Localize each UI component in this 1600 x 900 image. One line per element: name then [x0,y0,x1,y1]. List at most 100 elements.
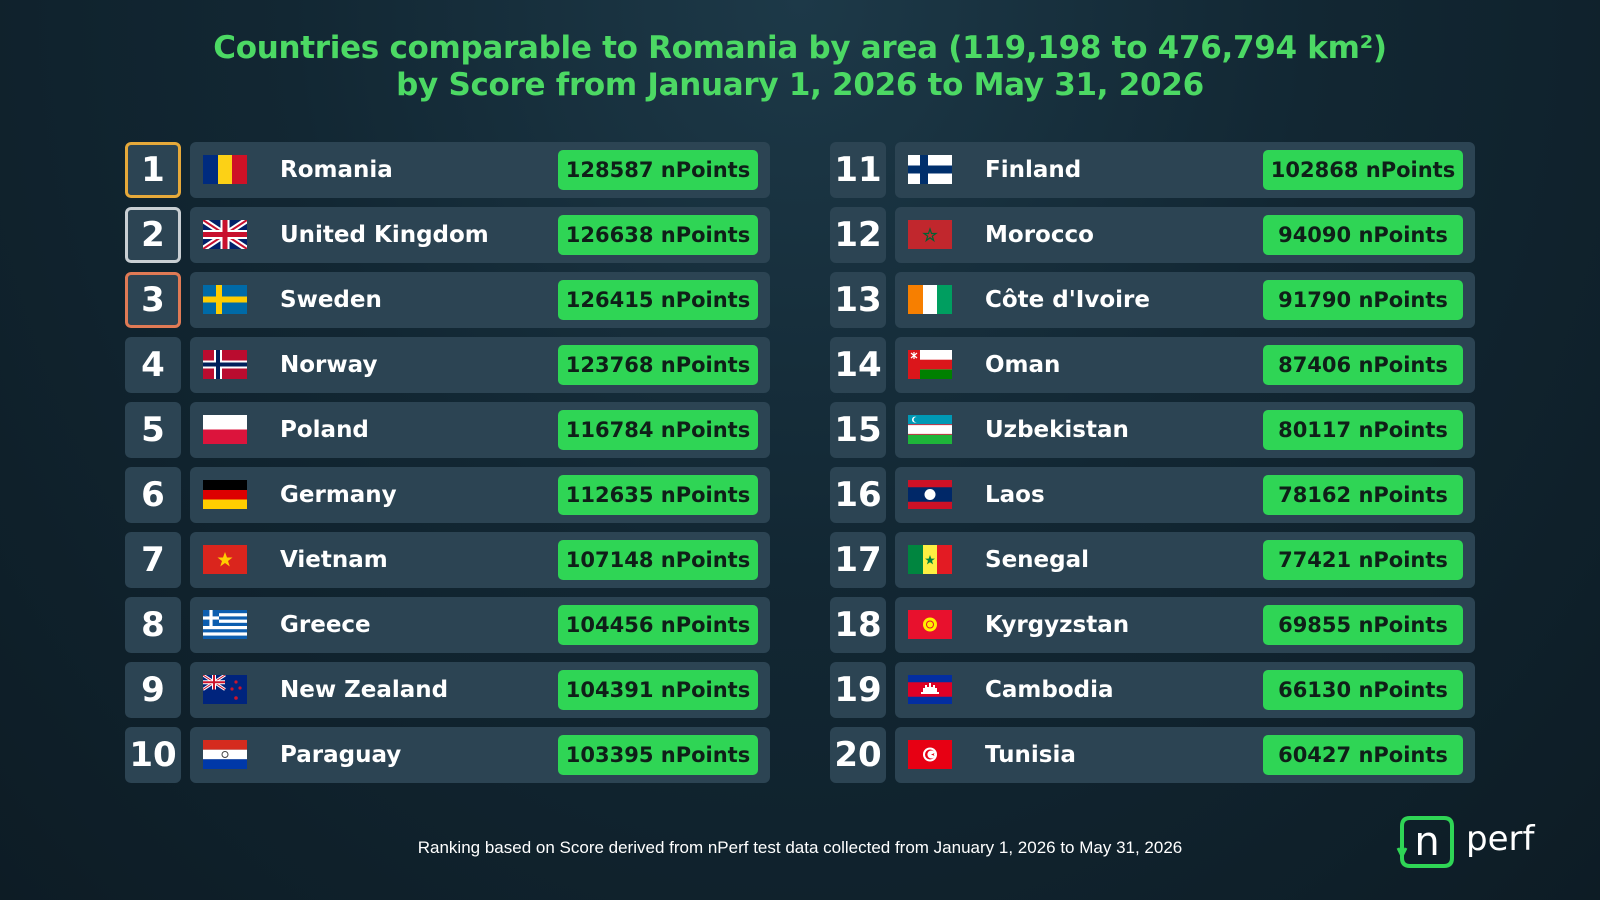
cote-divoire-flag [908,285,952,314]
rank-badge: 12 [830,207,886,263]
country-name: Côte d'Ivoire [985,287,1150,313]
score-label: 126638 nPoints [558,215,758,255]
row-bar: Tunisia 60427 nPoints [895,727,1475,783]
score-label: 66130 nPoints [1263,670,1463,710]
sweden-flag [203,285,247,314]
morocco-flag [908,220,952,249]
row-bar: Paraguay 103395 nPoints [190,727,770,783]
country-name: Uzbekistan [985,417,1129,443]
country-name: Cambodia [985,677,1114,703]
rank-badge: 4 [125,337,181,393]
score-label: 104456 nPoints [558,605,758,645]
country-name: Kyrgyzstan [985,612,1130,638]
score-label: 123768 nPoints [558,345,758,385]
footer-note: Ranking based on Score derived from nPer… [417,838,1183,857]
finland-flag [908,155,952,184]
score-label: 87406 nPoints [1263,345,1463,385]
score-label: 116784 nPoints [558,410,758,450]
senegal-flag [908,545,952,574]
row-bar: Germany 112635 nPoints [190,467,770,523]
rank-badge: 2 [125,207,181,263]
oman-flag [908,350,952,379]
score-label: 77421 nPoints [1263,540,1463,580]
score-label: 128587 nPoints [558,150,758,190]
greece-flag [203,610,247,639]
country-name: Paraguay [280,742,402,768]
tunisia-flag [908,740,952,769]
logo-text-perf: perf [1466,819,1535,859]
vietnam-flag [203,545,247,574]
rank-badge: 15 [830,402,886,458]
row-bar: Vietnam 107148 nPoints [190,532,770,588]
rank-badge: 19 [830,662,886,718]
row-bar: Greece 104456 nPoints [190,597,770,653]
united-kingdom-flag [203,220,247,249]
row-bar: Laos 78162 nPoints [895,467,1475,523]
chart-title-line-2: by Score from January 1, 2026 to May 31,… [396,67,1204,103]
country-name: Oman [985,352,1061,378]
country-name: New Zealand [280,677,449,703]
poland-flag [203,415,247,444]
chart-title-line-1: Countries comparable to Romania by area … [213,30,1387,66]
score-label: 126415 nPoints [558,280,758,320]
rank-badge: 8 [125,597,181,653]
country-name: Finland [985,157,1082,183]
rank-badge: 1 [125,142,181,198]
rank-badge: 16 [830,467,886,523]
row-bar: Kyrgyzstan 69855 nPoints [895,597,1475,653]
rank-badge: 11 [830,142,886,198]
logo-letter-n: n [1414,819,1439,865]
country-name: Senegal [985,547,1090,573]
country-name: Greece [280,612,371,638]
laos-flag [908,480,952,509]
score-label: 107148 nPoints [558,540,758,580]
new-zealand-flag [203,675,247,704]
row-bar: Côte d'Ivoire 91790 nPoints [895,272,1475,328]
row-bar: Oman 87406 nPoints [895,337,1475,393]
cambodia-flag [908,675,952,704]
rank-badge: 13 [830,272,886,328]
country-name: Vietnam [280,547,388,573]
romania-flag [203,155,247,184]
score-label: 69855 nPoints [1263,605,1463,645]
row-bar: New Zealand 104391 nPoints [190,662,770,718]
uzbekistan-flag [908,415,952,444]
row-bar: Norway 123768 nPoints [190,337,770,393]
score-label: 103395 nPoints [558,735,758,775]
rank-badge: 14 [830,337,886,393]
country-name: Laos [985,482,1045,508]
norway-flag [203,350,247,379]
paraguay-flag [203,740,247,769]
country-name: Sweden [280,287,382,313]
rank-badge: 5 [125,402,181,458]
country-name: Germany [280,482,397,508]
score-label: 112635 nPoints [558,475,758,515]
country-name: Morocco [985,222,1094,248]
score-label: 60427 nPoints [1263,735,1463,775]
chart-title: Countries comparable to Romania by area … [0,30,1600,104]
row-bar: Sweden 126415 nPoints [190,272,770,328]
country-name: Poland [280,417,369,443]
rank-badge: 18 [830,597,886,653]
row-bar: Cambodia 66130 nPoints [895,662,1475,718]
rank-badge: 3 [125,272,181,328]
row-bar: Romania 128587 nPoints [190,142,770,198]
rank-badge: 6 [125,467,181,523]
score-label: 94090 nPoints [1263,215,1463,255]
row-bar: United Kingdom 126638 nPoints [190,207,770,263]
rank-badge: 10 [125,727,181,783]
country-name: Tunisia [985,742,1076,768]
row-bar: Morocco 94090 nPoints [895,207,1475,263]
row-bar: Senegal 77421 nPoints [895,532,1475,588]
nperf-logo-icon: n perf [1396,816,1535,868]
score-label: 91790 nPoints [1263,280,1463,320]
rank-badge: 7 [125,532,181,588]
country-name: Romania [280,157,393,183]
country-name: Norway [280,352,378,378]
score-label: 104391 nPoints [558,670,758,710]
kyrgyzstan-flag [908,610,952,639]
row-bar: Uzbekistan 80117 nPoints [895,402,1475,458]
score-label: 102868 nPoints [1263,150,1463,190]
rank-badge: 9 [125,662,181,718]
rank-badge: 20 [830,727,886,783]
